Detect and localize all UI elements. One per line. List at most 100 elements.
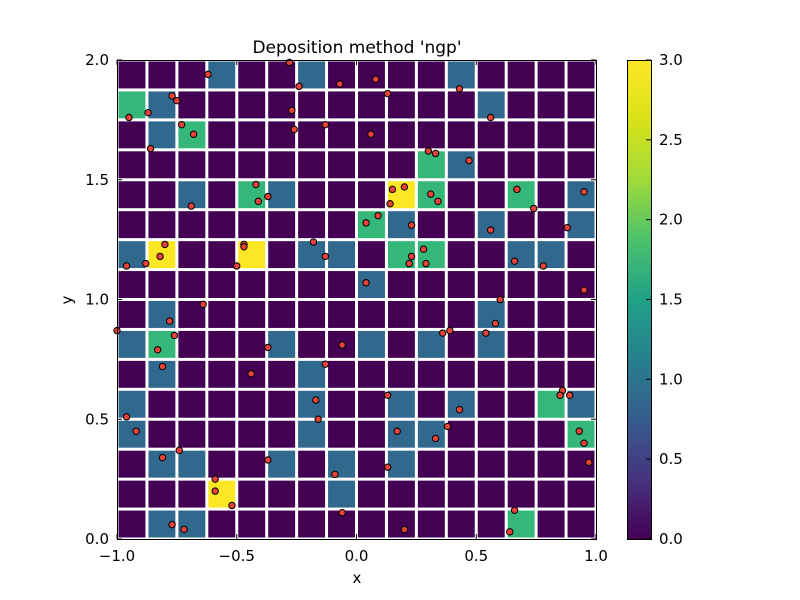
scatter-point — [424, 147, 433, 155]
heatmap-cell — [118, 121, 146, 149]
heatmap-cell — [477, 211, 505, 239]
heatmap-cell — [358, 301, 385, 328]
heatmap-cell — [477, 181, 505, 209]
scatter-point — [393, 427, 401, 435]
heatmap-cell — [447, 301, 475, 328]
heatmap-cell — [148, 271, 176, 298]
scatter-point — [374, 211, 382, 220]
scatter-point — [331, 470, 339, 479]
heatmap-cell — [507, 360, 535, 388]
heatmap-cell — [328, 480, 355, 508]
heatmap-cell — [417, 61, 445, 89]
heatmap-cell — [298, 121, 326, 149]
scatter-point — [154, 346, 162, 354]
heatmap-cell — [118, 91, 146, 119]
scatter-point — [362, 219, 370, 227]
heatmap-cell — [208, 301, 236, 328]
heatmap-cell — [328, 211, 355, 239]
scatter-point — [264, 456, 272, 464]
heatmap-cell — [387, 390, 415, 418]
x-tick-label: 0.0 — [345, 547, 369, 565]
heatmap-cell — [447, 61, 475, 89]
scatter-point — [168, 92, 176, 100]
scatter-point — [247, 370, 255, 378]
heatmap-cell — [268, 121, 296, 149]
heatmap-cell — [567, 360, 595, 388]
heatmap-cell — [268, 241, 296, 269]
colorbar-tick-label: 1.5 — [659, 291, 683, 309]
x-tick-label: 0.5 — [464, 547, 488, 565]
heatmap-cell — [537, 301, 565, 328]
heatmap-cell — [387, 91, 415, 119]
heatmap-cell — [238, 121, 266, 149]
heatmap-cell — [118, 151, 146, 179]
heatmap-cell — [238, 390, 266, 418]
scatter-point — [122, 413, 131, 421]
scatter-point — [252, 180, 260, 189]
heatmap-cell — [148, 121, 176, 149]
scatter-point — [132, 427, 140, 435]
scatter-point — [336, 80, 344, 88]
heatmap-cell — [567, 330, 595, 358]
scatter-point — [506, 528, 514, 536]
heatmap-cell — [507, 211, 535, 239]
heatmap-cell — [268, 61, 296, 89]
heatmap-cell — [477, 360, 505, 388]
heatmap-cell — [358, 181, 385, 209]
heatmap-cell — [567, 91, 595, 119]
scatter-point — [434, 197, 442, 206]
heatmap-cell — [328, 420, 355, 448]
scatter-point — [173, 97, 181, 105]
heatmap-cell — [328, 390, 355, 418]
scatter-point — [563, 223, 571, 232]
scatter-point — [264, 343, 272, 352]
heatmap-cell — [238, 420, 266, 448]
heatmap-cell — [417, 450, 445, 478]
scatter-point — [585, 458, 593, 467]
heatmap-cell — [178, 241, 206, 269]
heatmap-cell — [238, 271, 266, 298]
heatmap-cell — [477, 61, 505, 89]
heatmap-cell — [238, 480, 266, 508]
scatter-point — [321, 252, 330, 261]
scatter-point — [233, 262, 241, 270]
heatmap-cell — [358, 420, 385, 448]
scatter-point — [427, 190, 435, 198]
scatter-point — [491, 319, 500, 328]
scatter-point — [446, 326, 454, 335]
heatmap-cell — [417, 121, 445, 149]
scatter-point — [228, 501, 236, 510]
heatmap-cell — [178, 271, 206, 298]
scatter-point — [122, 262, 131, 270]
heatmap-cell — [298, 211, 326, 239]
heatmap-cell — [567, 211, 595, 239]
heatmap-cell — [298, 420, 326, 448]
heatmap-cell — [387, 61, 415, 89]
heatmap-cell — [507, 91, 535, 119]
scatter-point — [530, 204, 538, 213]
scatter-point — [405, 259, 413, 268]
heatmap-cell — [477, 301, 505, 328]
scatter-point — [388, 185, 397, 194]
heatmap-cell — [148, 151, 176, 179]
y-tick-label: 1.5 — [85, 171, 109, 189]
heatmap-cell — [268, 360, 296, 388]
heatmap-cell — [208, 241, 236, 269]
heatmap-cell — [148, 420, 176, 448]
heatmap-cell — [567, 301, 595, 328]
heatmap-cell — [537, 420, 565, 448]
heatmap-cell — [208, 181, 236, 209]
heatmap-cell — [417, 91, 445, 119]
heatmap-cell — [298, 91, 326, 119]
heatmap-cell — [447, 91, 475, 119]
scatter-point — [482, 329, 490, 337]
heatmap-cell — [537, 211, 565, 239]
heatmap-cell — [507, 241, 535, 269]
scatter-point — [455, 405, 464, 414]
heatmap-cell — [298, 450, 326, 478]
heatmap-cell — [148, 181, 176, 209]
colorbar-tick-label: 3.0 — [659, 51, 683, 69]
scatter-point — [539, 262, 548, 270]
heatmap-cell — [477, 420, 505, 448]
heatmap-cell — [537, 450, 565, 478]
